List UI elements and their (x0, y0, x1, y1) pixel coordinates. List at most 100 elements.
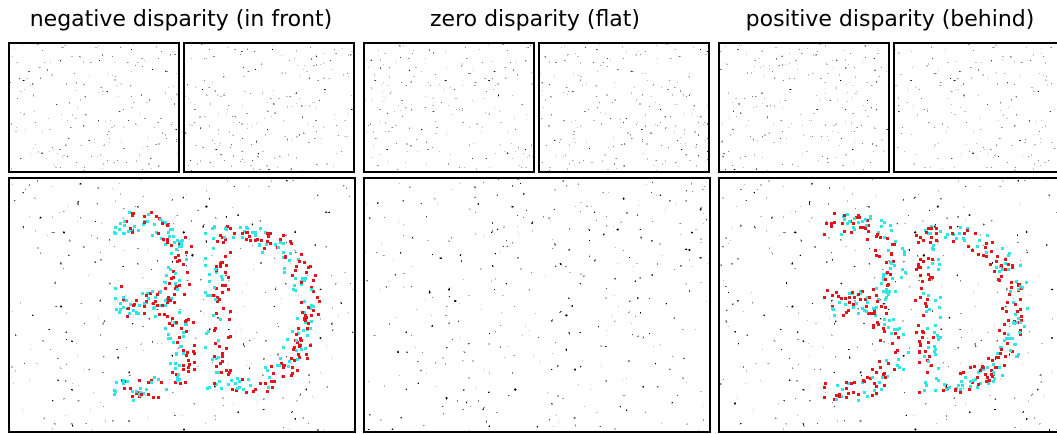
anaglyph-dot (172, 270, 175, 273)
anaglyph-dot (833, 212, 836, 215)
anaglyph-dot (178, 279, 181, 282)
anaglyph-dot (118, 311, 121, 314)
anaglyph-dot (241, 378, 244, 381)
anaglyph-dot (931, 262, 934, 265)
anaglyph-dot (869, 215, 872, 218)
anaglyph-dot (924, 381, 927, 384)
anaglyph-dot (177, 254, 180, 257)
anaglyph-dot (847, 309, 850, 312)
anaglyph-dot (887, 249, 890, 252)
anaglyph-dot (185, 319, 188, 322)
anaglyph-dot (933, 331, 936, 334)
anaglyph-dot (859, 226, 862, 229)
anaglyph-dot (260, 239, 263, 242)
anaglyph-dot (114, 226, 117, 229)
anaglyph-dot (241, 236, 244, 239)
anaglyph-dot (264, 366, 267, 369)
anaglyph-dot (946, 233, 949, 236)
anaglyph-dot (187, 366, 190, 369)
anaglyph-dot (866, 296, 869, 299)
anaglyph-dot (1015, 280, 1018, 283)
anaglyph-dot (893, 368, 896, 371)
anaglyph-dot (193, 344, 196, 347)
anaglyph-dot (838, 393, 841, 396)
anaglyph-dot (918, 361, 921, 364)
anaglyph-dot (991, 375, 994, 378)
anaglyph-dot (861, 381, 864, 384)
anaglyph-dot (170, 252, 173, 255)
anaglyph-dot (172, 235, 175, 238)
anaglyph-dot (877, 298, 880, 301)
anaglyph-dot (922, 260, 925, 263)
anaglyph-dot (998, 366, 1001, 369)
anaglyph-dot (1005, 337, 1008, 340)
anaglyph-dot (259, 382, 262, 385)
anaglyph-dot (208, 386, 211, 389)
anaglyph-dot (898, 366, 901, 369)
anaglyph-dot (1010, 286, 1013, 289)
anaglyph-dot (1023, 325, 1026, 328)
anaglyph-dot (937, 338, 940, 341)
anaglyph-dot (1017, 317, 1020, 320)
anaglyph-dot (178, 245, 181, 248)
anaglyph-dot (291, 274, 294, 277)
anaglyph-dot (224, 255, 227, 258)
anaglyph-dot (212, 314, 215, 317)
anaglyph-dot (245, 238, 248, 241)
anaglyph-dot (127, 230, 130, 233)
anaglyph-dot (295, 339, 298, 342)
anaglyph-dot (924, 229, 927, 232)
anaglyph-dot (129, 303, 132, 306)
anaglyph-dot (223, 236, 226, 239)
anaglyph-dot (971, 381, 974, 384)
anaglyph-dot (935, 232, 938, 235)
anaglyph-dot (855, 302, 858, 305)
anaglyph-dot (867, 224, 870, 227)
anaglyph-dot (282, 256, 285, 259)
anaglyph-dot (306, 334, 309, 337)
anaglyph-dot (928, 355, 931, 358)
anaglyph-dot (303, 311, 306, 314)
anaglyph-dot (859, 292, 862, 295)
anaglyph-dot (1017, 288, 1020, 291)
anaglyph-dot (823, 386, 826, 389)
anaglyph-dot (306, 357, 309, 360)
anaglyph-dot (868, 296, 871, 299)
anaglyph-dot (857, 393, 860, 396)
anaglyph-dot (300, 348, 303, 351)
anaglyph-dot (886, 237, 889, 240)
anaglyph-dot (859, 298, 862, 301)
anaglyph-dot (303, 300, 306, 303)
anaglyph-dot (882, 290, 885, 293)
anaglyph-dot (995, 366, 998, 369)
anaglyph-dot (882, 327, 885, 330)
anaglyph-dot (211, 358, 214, 361)
anaglyph-dot (1010, 281, 1013, 284)
anaglyph-dot (1006, 301, 1009, 304)
anaglyph-dot (927, 341, 930, 344)
anaglyph-dot (153, 306, 156, 309)
anaglyph-dot (229, 251, 232, 254)
anaglyph-dot (168, 322, 171, 325)
anaglyph-dot (992, 363, 995, 366)
panel-title: negative disparity (in front) (30, 7, 333, 32)
anaglyph-dot (1021, 286, 1024, 289)
anaglyph-dot (217, 339, 220, 342)
anaglyph-dot (185, 323, 188, 326)
anaglyph-dot (178, 378, 181, 381)
anaglyph-dot (918, 350, 921, 353)
anaglyph-dot (835, 398, 838, 401)
anaglyph-dot (844, 297, 847, 300)
anaglyph-dot (219, 318, 222, 321)
anaglyph-dot (147, 297, 150, 300)
anaglyph-dot (880, 305, 883, 308)
anaglyph-dot (985, 251, 988, 254)
anaglyph-dot (132, 309, 135, 312)
anaglyph-dot (923, 355, 926, 358)
anaglyph-dot (875, 306, 878, 309)
anaglyph-dot (866, 219, 869, 222)
anaglyph-dot (169, 228, 172, 231)
anaglyph-dot (992, 380, 995, 383)
anaglyph-dot (951, 232, 954, 235)
anaglyph-dot (934, 389, 937, 392)
